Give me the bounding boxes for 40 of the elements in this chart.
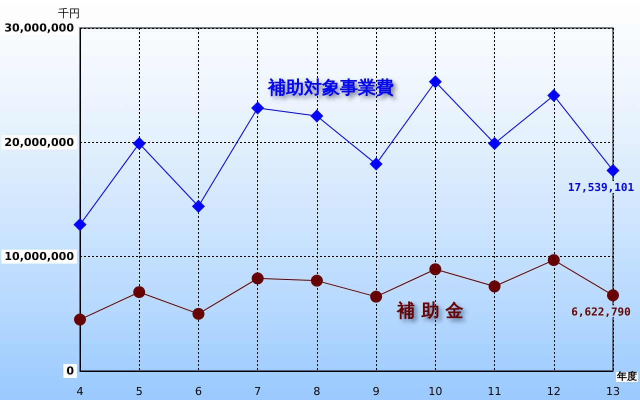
series-label: 補 助 金 bbox=[396, 300, 464, 322]
series-label: 補助対象事業費 bbox=[267, 78, 394, 98]
point bbox=[370, 290, 382, 303]
point bbox=[370, 158, 383, 171]
point bbox=[547, 88, 560, 102]
point bbox=[192, 308, 204, 320]
point bbox=[310, 110, 324, 123]
y-tick-label: 0 bbox=[66, 364, 74, 378]
x-tick-label: 6 bbox=[194, 385, 202, 398]
point bbox=[133, 286, 146, 298]
x-tick-label: 5 bbox=[136, 385, 143, 398]
point bbox=[548, 254, 560, 266]
x-tick-label: 10 bbox=[428, 385, 442, 398]
point bbox=[488, 280, 501, 292]
point bbox=[428, 75, 442, 88]
x-tick-label: 11 bbox=[488, 385, 502, 398]
x-tick-label: 8 bbox=[313, 385, 320, 398]
point bbox=[132, 136, 146, 150]
point bbox=[252, 272, 264, 284]
point bbox=[192, 200, 205, 213]
point bbox=[488, 136, 502, 150]
y-tick-label: 20,000,000 bbox=[4, 136, 74, 149]
y-tick-label: 10,000,000 bbox=[4, 250, 74, 264]
y-tick-label: 30,000,000 bbox=[4, 22, 74, 34]
x-tick-label: 12 bbox=[546, 385, 561, 398]
x-tick-label: 13 bbox=[606, 385, 620, 398]
x-axis-title: 年度 bbox=[616, 370, 637, 382]
point bbox=[429, 263, 442, 276]
point bbox=[251, 102, 264, 115]
point bbox=[606, 164, 620, 177]
x-tick-label: 9 bbox=[372, 385, 380, 398]
point bbox=[607, 289, 619, 302]
y-axis-title: 千円 bbox=[58, 7, 80, 20]
data-label: 17,539,101 bbox=[568, 180, 634, 194]
data-label: 6,622,790 bbox=[571, 305, 631, 318]
point bbox=[74, 218, 86, 232]
point bbox=[74, 314, 86, 326]
x-tick-label: 4 bbox=[76, 385, 84, 398]
x-tick-label: 7 bbox=[254, 385, 262, 398]
point bbox=[310, 274, 323, 287]
